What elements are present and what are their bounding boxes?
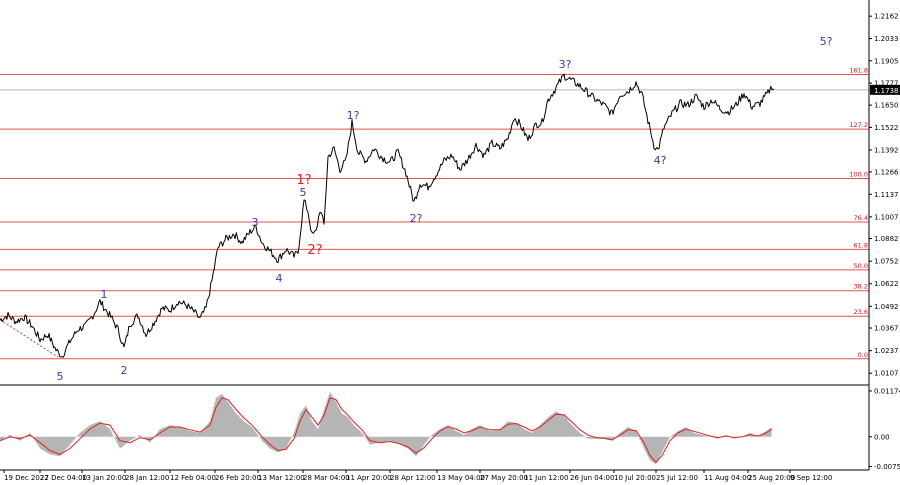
price-tick-label: 1.0882 [874,235,899,243]
price-tick-label: 1.0107 [874,370,899,378]
wave-label: 5 [57,370,64,383]
time-tick-label: 13 May 04:00 [437,474,485,482]
price-tick-label: 1.1007 [874,213,899,221]
osc-tick-label: 0.01174 [874,387,900,395]
price-tick-label: 1.1905 [874,57,899,65]
price-tick-label: 1.1137 [874,191,899,199]
time-tick-label: 11 Apr 20:00 [346,474,392,482]
fib-level-label: 61.8 [854,241,868,249]
time-tick-label: 25 Aug 20:00 [748,474,795,482]
price-tick-label: 1.0237 [874,347,899,355]
price-tick-label: 1.1522 [874,124,899,132]
trend-line-dashed [0,319,59,358]
oscillator-signal-line [0,397,773,463]
time-tick-label: 12 Feb 04:00 [170,474,216,482]
time-tick-label: 9 Sep 12:00 [790,474,832,482]
wave-label: 2? [307,243,322,258]
price-tick-label: 1.1266 [874,168,899,176]
oscillator-panel[interactable] [0,391,869,471]
time-tick-label: 28 Apr 12:00 [390,474,436,482]
wave-label: 1? [296,173,311,188]
wave-label: 2 [121,364,128,377]
osc-tick-label: -0.00759 [874,463,900,471]
wave-label: 1? [347,109,360,122]
current-price-tag [870,84,900,95]
wave-label: 2? [410,212,423,225]
wave-label: 3 [252,216,259,229]
time-tick-label: 11 Jun 12:00 [524,474,568,482]
price-tick-label: 1.2162 [874,13,899,21]
wave-label: 5 [300,186,307,199]
price-tick-label: 1.1650 [874,102,899,110]
time-tick-label: 27 Dec 04:00 [40,474,87,482]
time-tick-label: 26 Jun 04:00 [570,474,614,482]
time-tick-label: 27 May 20:00 [480,474,528,482]
price-tick-label: 1.2033 [874,35,899,43]
wave-label: 4 [276,272,283,285]
fib-level-label: 0.0 [858,351,868,359]
price-tick-label: 1.0367 [874,325,899,333]
fib-level-label: 50.0 [854,262,868,270]
fib-level-label: 38.2 [854,283,868,291]
wave-label: 3? [559,58,572,71]
time-tick-label: 10 Jul 20:00 [614,474,656,482]
fib-level-label: 23.6 [854,308,868,316]
main-price-panel[interactable]: 161.8 127.2 100.0 76.4 61.8 50.0 38.2 23.6 0.0 [0,0,869,386]
fib-level-label: 100.0 [849,170,868,178]
time-tick-label: 13 Mar 12:00 [258,474,305,482]
current-price-label: 1.1738 [874,87,899,95]
price-tick-label: 1.0492 [874,303,899,311]
wave-label: 5? [820,35,833,48]
time-tick-label: 19 Dec 2022 [4,474,49,482]
time-tick-label: 13 Jan 20:00 [82,474,126,482]
price-tick-label: 1.0622 [874,280,899,288]
price-axis: 1.2162 1.2033 1.1905 1.1777 1.1650 1.1522 1.13… [868,0,900,471]
fib-level-label: 127.2 [849,121,868,129]
price-tick-label: 1.1392 [874,146,899,154]
price-tick-label: 1.1777 [874,80,899,88]
time-tick-label: 11 Aug 04:00 [704,474,751,482]
time-tick-label: 26 Feb 20:00 [215,474,261,482]
time-tick-label: 28 Jan 12:00 [125,474,169,482]
fib-level-label: 76.4 [854,214,868,222]
time-tick-label: 25 Jul 12:00 [656,474,698,482]
time-tick-label: 28 Mar 04:00 [303,474,350,482]
osc-tick-label: 0.00 [874,433,890,441]
wave-label: 1 [101,288,108,301]
wave-label: 4? [654,154,667,167]
price-line [0,73,775,358]
fib-level-label: 161.8 [849,67,868,75]
price-tick-label: 1.0752 [874,258,899,266]
